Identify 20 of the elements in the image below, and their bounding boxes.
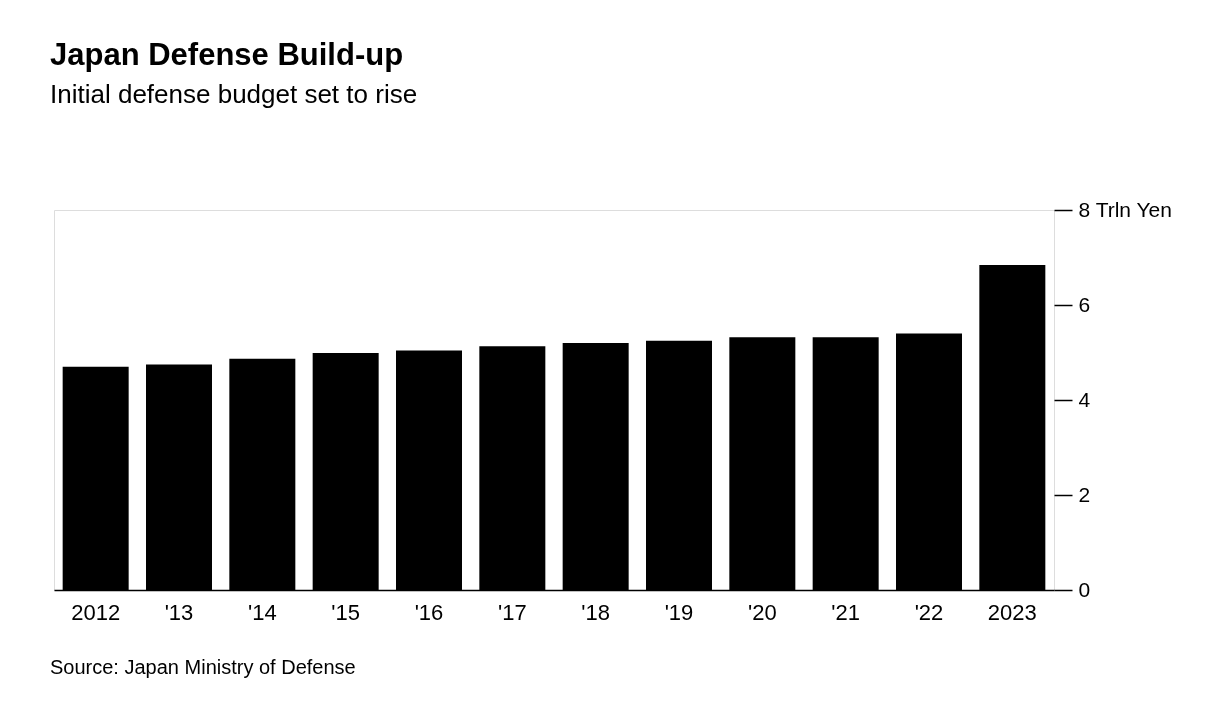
- x-tick-label: 2023: [987, 599, 1037, 625]
- y-tick-label: 8 Trln Yen: [1078, 197, 1172, 221]
- y-tick-label: 0: [1078, 577, 1091, 601]
- x-tick-label: '22: [914, 599, 944, 625]
- y-tick-label: 2: [1078, 482, 1091, 506]
- x-tick-label: '19: [664, 599, 694, 625]
- x-tick-label: '20: [748, 599, 777, 625]
- y-tick-label: 6: [1078, 292, 1091, 316]
- chart-title: Japan Defense Build-up: [50, 37, 404, 72]
- x-tick-label: '15: [331, 599, 360, 625]
- x-tick-label: 2012: [71, 599, 121, 625]
- x-tick-label: '17: [498, 599, 527, 625]
- source-note: Source: Japan Ministry of Defense: [50, 656, 356, 678]
- y-tick-label: 4: [1078, 387, 1091, 411]
- x-tick-label: '13: [164, 599, 194, 625]
- x-tick-label: '16: [414, 599, 444, 625]
- x-tick-label: '14: [248, 599, 277, 625]
- x-tick-label: '21: [831, 599, 860, 625]
- chart-subtitle: Initial defense budget set to rise: [50, 79, 418, 109]
- x-tick-label: '18: [581, 599, 610, 625]
